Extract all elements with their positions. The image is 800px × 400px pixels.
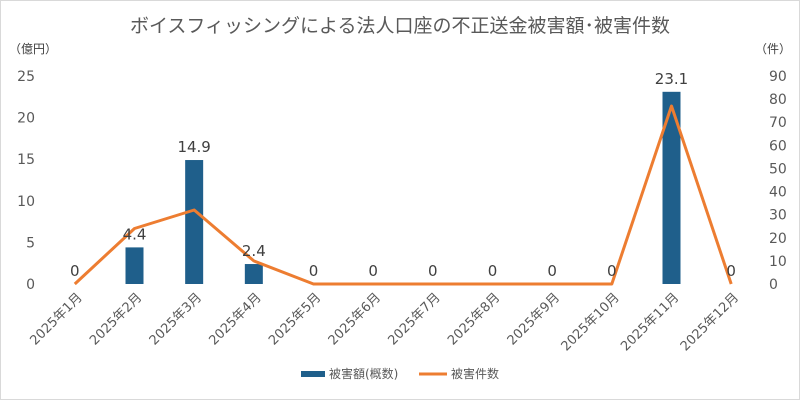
right-tick-label: 40 [769, 185, 787, 201]
data-label: 0 [70, 262, 80, 280]
legend-swatch-bar [301, 371, 325, 377]
data-label: 0 [368, 262, 378, 280]
x-tick-label: 2025年2月 [87, 290, 145, 348]
bar-series [125, 91, 681, 284]
data-label: 2.4 [242, 242, 266, 260]
bar [244, 264, 263, 284]
x-tick-label: 2025年3月 [147, 290, 205, 348]
left-axis-unit: （億円） [9, 42, 57, 56]
left-tick-label: 15 [17, 152, 35, 168]
left-tick-label: 5 [26, 235, 35, 251]
left-tick-label: 10 [17, 194, 35, 210]
data-label: 4.4 [123, 225, 147, 243]
series-line [73, 104, 733, 286]
right-tick-label: 70 [769, 115, 787, 131]
data-label: 0 [309, 262, 319, 280]
left-axis-ticks: 0 5 10 15 20 25 [17, 69, 35, 293]
x-tick-label: 2025年5月 [266, 290, 324, 348]
x-tick-label: 2025年7月 [385, 290, 443, 348]
right-tick-label: 30 [769, 208, 787, 224]
right-tick-label: 80 [769, 92, 787, 108]
chart-title: ボイスフィッシングによる法人口座の不正送金被害額･被害件数 [130, 15, 670, 37]
data-label: 0 [547, 262, 557, 280]
x-tick-label: 2025年12月 [678, 290, 742, 354]
x-tick-label: 2025年9月 [505, 290, 563, 348]
x-tick-label: 2025年6月 [326, 290, 384, 348]
data-label: 0 [428, 262, 438, 280]
x-tick-label: 2025年11月 [618, 290, 682, 354]
x-axis-ticks: 2025年1月 2025年2月 2025年3月 2025年4月 2025年5月 2025年… [27, 290, 742, 354]
x-tick-label: 2025年10月 [559, 290, 623, 354]
left-tick-label: 0 [26, 277, 35, 293]
x-tick-label: 2025年4月 [206, 290, 264, 348]
right-tick-label: 20 [769, 231, 787, 247]
right-tick-label: 60 [769, 138, 787, 154]
data-label: 0 [726, 262, 736, 280]
data-label: 14.9 [177, 138, 210, 156]
right-tick-label: 0 [769, 277, 778, 293]
legend: 被害額(概数) 被害件数 [301, 366, 499, 381]
data-labels: 0 4.4 14.9 2.4 0 0 0 0 0 0 23.1 0 [70, 70, 736, 280]
bar [185, 160, 204, 284]
bar [662, 91, 681, 284]
x-tick-label: 2025年8月 [445, 290, 503, 348]
right-tick-label: 90 [769, 69, 787, 85]
right-tick-label: 10 [769, 254, 787, 270]
right-tick-label: 50 [769, 161, 787, 177]
left-tick-label: 20 [17, 111, 35, 127]
data-label: 0 [607, 262, 617, 280]
legend-label: 被害件数 [451, 366, 499, 381]
data-label: 23.1 [655, 70, 688, 88]
right-axis-unit: （件） [755, 42, 791, 56]
data-label: 0 [488, 262, 498, 280]
right-axis-ticks: 0 10 20 30 40 50 60 70 80 90 [769, 69, 787, 293]
x-tick-label: 2025年1月 [27, 290, 85, 348]
legend-label: 被害額(概数) [329, 366, 398, 381]
bar [125, 247, 144, 284]
line-series [73, 104, 733, 286]
left-tick-label: 25 [17, 69, 35, 85]
